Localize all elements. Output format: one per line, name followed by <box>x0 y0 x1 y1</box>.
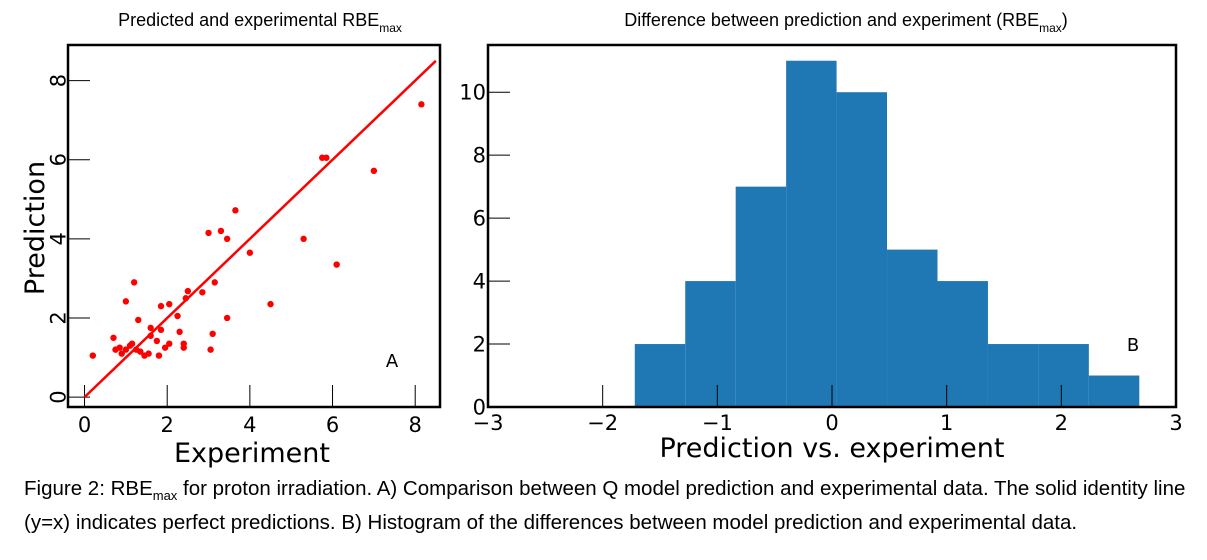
histogram-bar <box>987 344 1039 407</box>
scatter-point <box>110 334 117 341</box>
scatter-point <box>122 298 130 305</box>
scatter-point <box>147 324 154 332</box>
histogram-x-tick-label: 3 <box>1169 411 1182 435</box>
caption-prefix: Figure 2: RBE <box>24 477 153 500</box>
histogram-bar <box>887 249 938 407</box>
scatter-point <box>323 154 330 161</box>
histogram-y-tick-label: 2 <box>473 332 486 356</box>
scatter-point <box>135 316 142 324</box>
scatter-point <box>180 344 187 351</box>
scatter-point <box>145 350 152 357</box>
histogram-bar <box>1038 344 1089 407</box>
scatter-x-label: Experiment <box>174 438 330 469</box>
scatter-point <box>232 207 239 214</box>
scatter-point <box>333 261 340 268</box>
scatter-point <box>300 235 307 243</box>
scatter-x-tick-label: 0 <box>78 413 91 437</box>
scatter-y-tick-label: 6 <box>46 153 70 166</box>
scatter-point <box>166 300 173 308</box>
scatter-point <box>246 249 254 256</box>
scatter-point <box>176 328 183 336</box>
scatter-point <box>174 312 181 320</box>
histogram-y-tick-label: 10 <box>459 81 486 105</box>
scatter-point <box>157 326 165 334</box>
scatter-y-tick-label: 2 <box>46 311 70 324</box>
histogram-panel: Difference between prediction and experi… <box>459 10 1182 464</box>
histogram-bars <box>634 60 1140 407</box>
scatter-point <box>370 167 378 175</box>
scatter-x-tick-label: 6 <box>326 413 339 437</box>
scatter-point <box>116 344 123 351</box>
scatter-point <box>184 287 192 295</box>
scatter-point <box>223 235 231 243</box>
scatter-x-tick-label: 2 <box>161 413 174 437</box>
histogram-x-label: Prediction vs. experiment <box>659 433 1004 464</box>
scatter-point <box>122 346 130 353</box>
panel-b-label: B <box>1127 335 1139 356</box>
histogram-bar <box>786 60 837 407</box>
histogram-x-tick-label: −2 <box>587 411 618 435</box>
scatter-y-tick-label: 0 <box>46 390 70 403</box>
scatter-point <box>217 227 225 235</box>
caption-subscript: max <box>152 488 178 504</box>
scatter-point <box>205 229 212 237</box>
caption-text: for proton irradiation. A) Comparison be… <box>24 477 1186 535</box>
scatter-x-tick-label: 4 <box>243 413 256 437</box>
scatter-point <box>89 352 97 359</box>
scatter-point <box>166 340 173 347</box>
scatter-y-label: Prediction <box>20 161 51 295</box>
scatter-point <box>182 295 189 302</box>
histogram-x-tick-label: −3 <box>473 411 504 435</box>
histogram-bar <box>685 281 736 407</box>
scatter-point <box>207 346 214 353</box>
panel-a-label: A <box>386 351 399 372</box>
histogram-bar <box>1088 375 1140 407</box>
scatter-point <box>161 344 169 351</box>
histogram-y-tick-label: 4 <box>473 269 486 293</box>
scatter-panel: Predicted and experimental RBEmax 02468 … <box>20 10 442 469</box>
scatter-point <box>199 289 206 296</box>
scatter-points <box>89 101 425 359</box>
scatter-frame <box>66 43 442 409</box>
histogram-bar <box>836 92 888 407</box>
identity-line <box>83 59 437 399</box>
scatter-point <box>153 337 161 345</box>
scatter-point <box>155 352 163 359</box>
histogram-y-tick-label: 6 <box>473 206 486 230</box>
histogram-bar <box>735 186 787 407</box>
scatter-y-tick-label: 8 <box>46 74 70 87</box>
histogram-y-tick-label: 8 <box>473 144 486 168</box>
histogram-x-tick-label: 0 <box>825 411 838 435</box>
histogram-bar <box>937 281 988 407</box>
histogram-x-tick-label: −1 <box>702 411 733 435</box>
figure: Predicted and experimental RBEmax 02468 … <box>20 10 1183 469</box>
scatter-point <box>118 350 125 357</box>
figure-caption: Figure 2: RBEmax for proton irradiation.… <box>24 475 1194 536</box>
scatter-point <box>209 330 216 338</box>
histogram-bar <box>634 344 686 407</box>
scatter-point <box>130 279 138 286</box>
scatter-x-tick-label: 8 <box>409 413 422 437</box>
scatter-title: Predicted and experimental RBEmax <box>118 10 402 35</box>
scatter-point <box>267 300 274 308</box>
histogram-x-tick-label: 1 <box>940 411 953 435</box>
scatter-point <box>157 302 165 310</box>
scatter-y-tick-label: 4 <box>46 232 70 245</box>
histogram-title: Difference between prediction and experi… <box>624 10 1068 35</box>
scatter-point <box>211 279 218 286</box>
scatter-point <box>147 332 154 339</box>
histogram-x-tick-label: 2 <box>1055 411 1068 435</box>
scatter-point <box>223 314 231 322</box>
histogram-y-tick-label: 0 <box>473 395 486 419</box>
scatter-point <box>137 348 144 355</box>
scatter-point <box>418 101 425 108</box>
scatter-point <box>128 340 136 347</box>
